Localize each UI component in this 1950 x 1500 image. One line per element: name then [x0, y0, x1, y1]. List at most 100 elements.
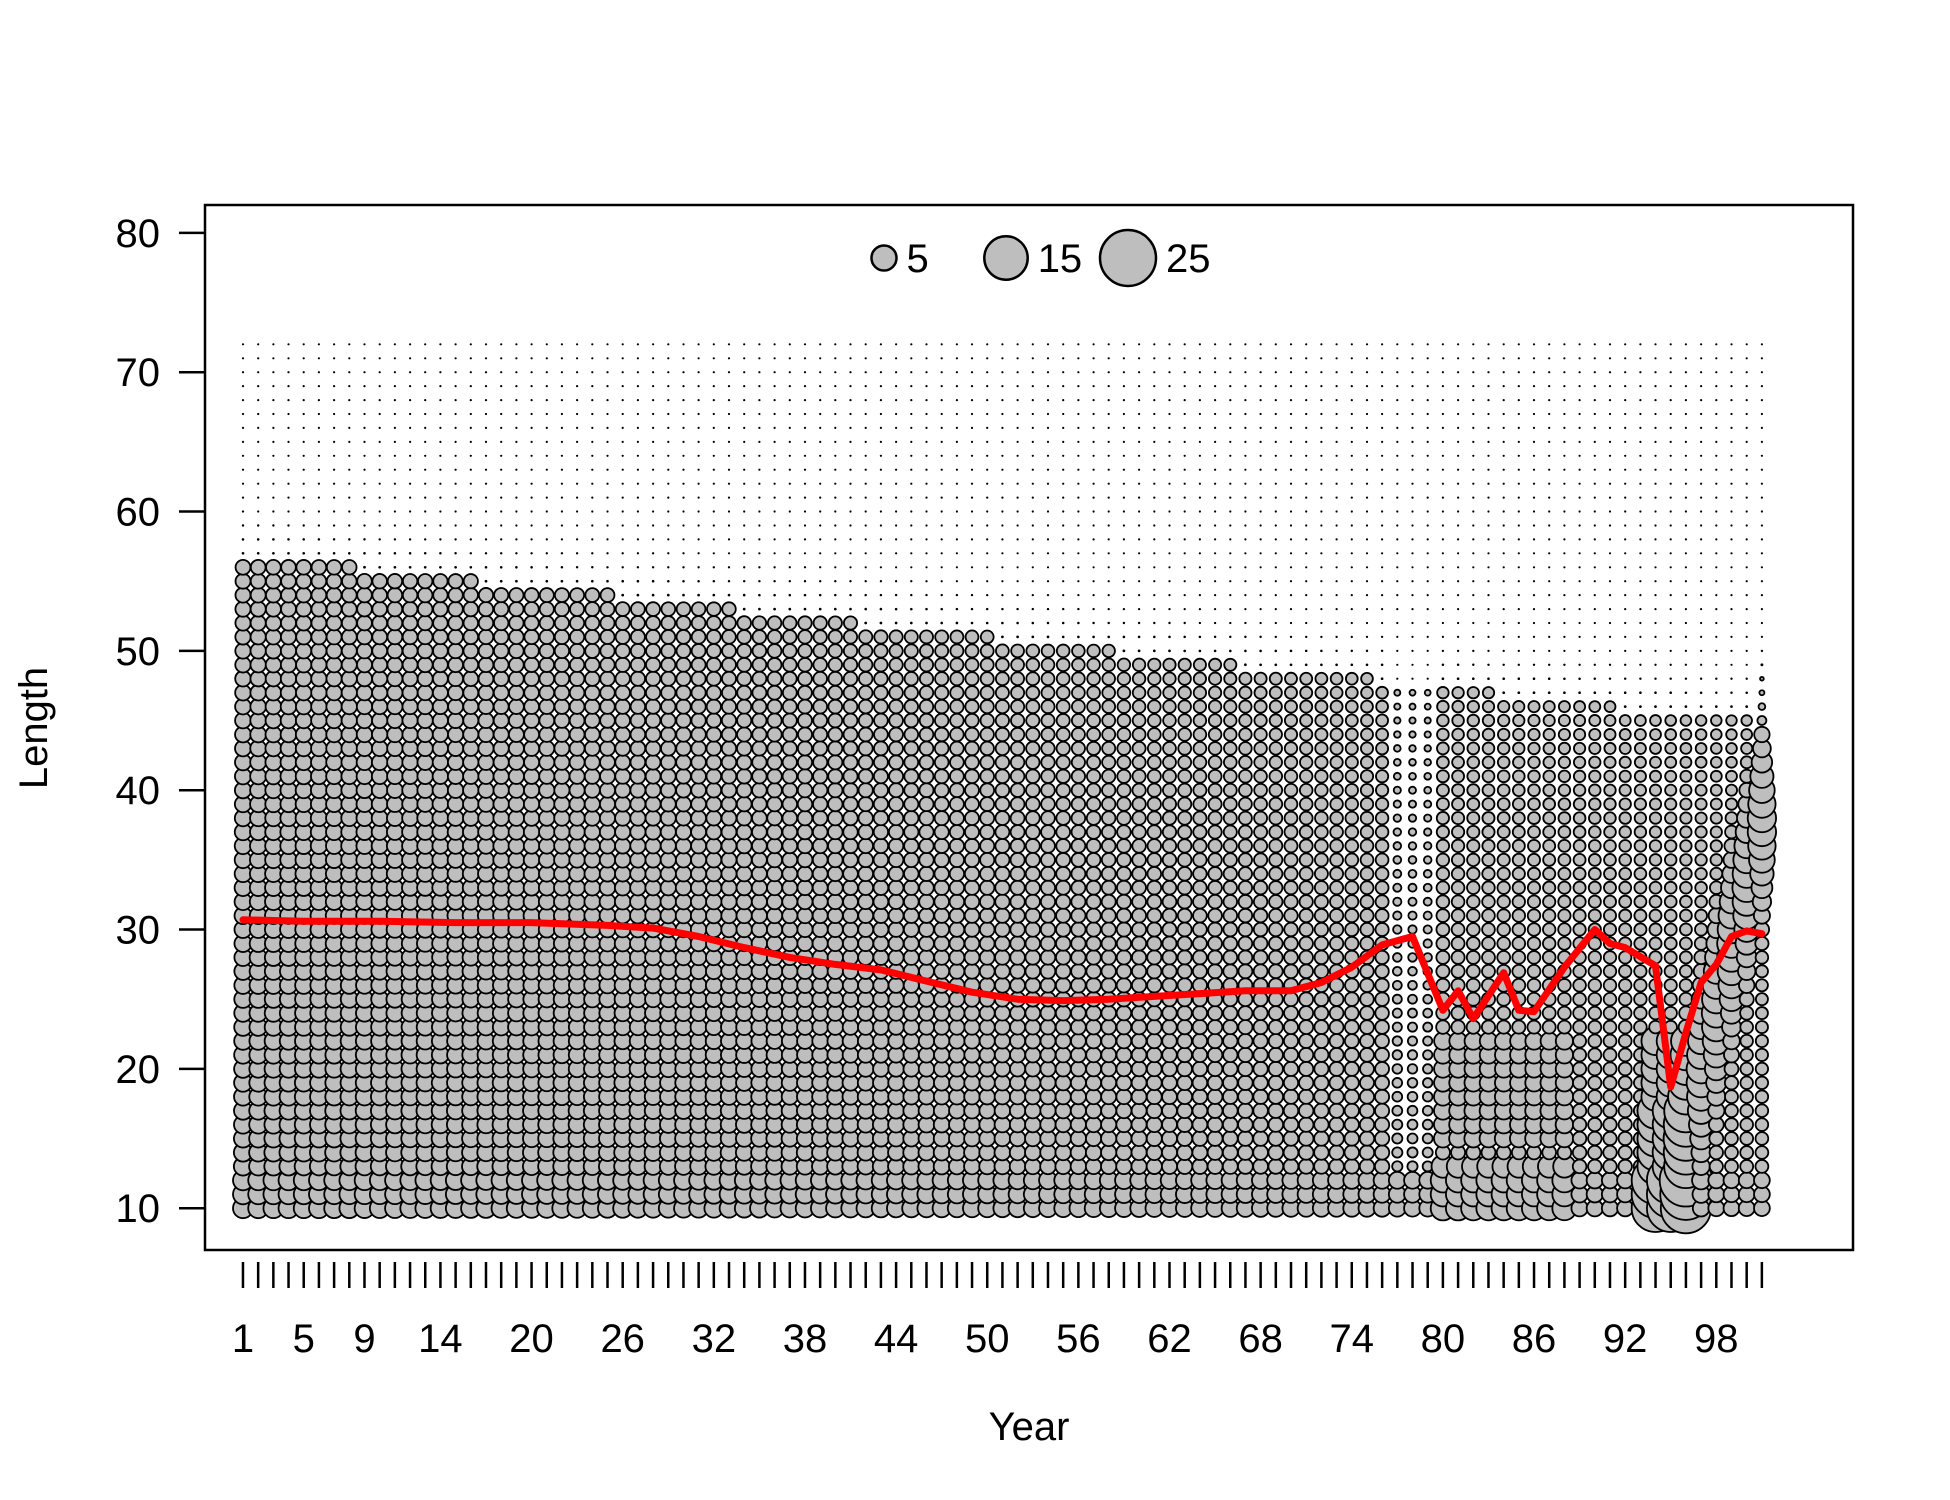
bubble — [955, 454, 959, 457]
bubble — [1305, 594, 1308, 597]
bubble — [257, 371, 260, 374]
bubble — [1222, 907, 1239, 924]
bubble — [1046, 552, 1050, 555]
bubble — [1408, 702, 1417, 711]
bubble — [1328, 1088, 1345, 1105]
bubble — [895, 524, 898, 527]
bubble — [340, 670, 358, 688]
bubble — [1085, 1046, 1102, 1064]
bubble — [842, 643, 859, 659]
bubble — [1046, 607, 1050, 611]
bubble — [1192, 852, 1208, 868]
bubble — [978, 1060, 996, 1078]
bubble — [530, 482, 533, 485]
bubble — [1192, 685, 1208, 700]
bubble — [1162, 741, 1177, 756]
bubble — [933, 851, 950, 868]
bubble — [1062, 468, 1065, 471]
bubble — [393, 524, 397, 527]
bubble — [432, 670, 449, 688]
bubble — [1375, 755, 1390, 770]
bubble — [864, 371, 867, 374]
bubble — [925, 399, 928, 402]
bubble — [766, 629, 783, 645]
bubble — [1406, 1146, 1419, 1159]
bubble — [599, 698, 616, 715]
bubble — [1214, 343, 1217, 346]
bubble — [895, 454, 898, 457]
bubble — [888, 823, 905, 841]
bubble — [575, 579, 579, 583]
bubble — [955, 496, 959, 499]
bubble — [1131, 935, 1148, 952]
bubble — [857, 768, 874, 785]
bubble — [462, 726, 480, 743]
bubble — [925, 385, 928, 388]
bubble — [553, 712, 571, 729]
bubble — [469, 482, 472, 485]
bubble — [1313, 1046, 1330, 1063]
bubble — [644, 823, 662, 841]
bubble — [796, 809, 814, 827]
bubble — [933, 921, 950, 938]
bubble — [1328, 1116, 1345, 1133]
bubble — [660, 740, 677, 757]
bubble — [1191, 1060, 1209, 1078]
bubble — [1222, 1102, 1239, 1119]
bubble — [1359, 1074, 1375, 1091]
bubble — [910, 399, 913, 402]
bubble — [1299, 727, 1314, 742]
bubble — [1192, 782, 1208, 798]
bubble — [636, 357, 640, 360]
bubble — [1192, 824, 1208, 840]
bubble — [644, 851, 662, 869]
bubble — [782, 615, 798, 631]
bubble — [1024, 1018, 1042, 1036]
bubble — [1392, 882, 1403, 893]
bubble — [1153, 635, 1156, 639]
bubble — [1423, 841, 1433, 851]
bubble — [1329, 769, 1344, 784]
bubble — [1320, 538, 1323, 541]
bubble — [606, 412, 609, 416]
bubble — [1146, 963, 1163, 980]
bubble — [652, 426, 655, 429]
bubble — [766, 837, 783, 855]
bubble — [1115, 1102, 1133, 1120]
bubble — [1237, 1032, 1254, 1050]
bubble — [1016, 440, 1019, 443]
bubble — [1085, 893, 1102, 910]
bubble — [1282, 1074, 1300, 1091]
bubble — [1069, 1102, 1087, 1120]
bubble — [356, 573, 373, 590]
bubble — [994, 893, 1011, 910]
bubble — [721, 643, 737, 659]
bubble — [1374, 977, 1390, 993]
bubble — [827, 684, 844, 701]
bubble — [834, 482, 837, 485]
bubble — [500, 426, 503, 429]
bubble — [393, 510, 396, 513]
bubble — [1274, 343, 1277, 346]
bubble — [751, 684, 768, 701]
bubble — [1107, 580, 1110, 583]
bubble — [1335, 482, 1338, 485]
bubble — [598, 809, 617, 827]
bubble — [970, 482, 974, 485]
bubble — [1283, 935, 1299, 952]
bubble — [903, 879, 920, 896]
bubble — [682, 538, 685, 541]
bubble — [667, 566, 670, 569]
bubble — [386, 586, 404, 604]
bubble — [1426, 426, 1429, 429]
bubble — [447, 712, 465, 729]
bubble — [1411, 538, 1414, 541]
bubble — [1305, 412, 1308, 416]
bubble — [773, 496, 776, 499]
bubble — [1153, 357, 1156, 360]
bubble — [712, 371, 715, 374]
bubble — [523, 698, 540, 715]
bubble — [1107, 371, 1110, 374]
bubble — [963, 962, 981, 980]
bubble — [1365, 621, 1369, 625]
